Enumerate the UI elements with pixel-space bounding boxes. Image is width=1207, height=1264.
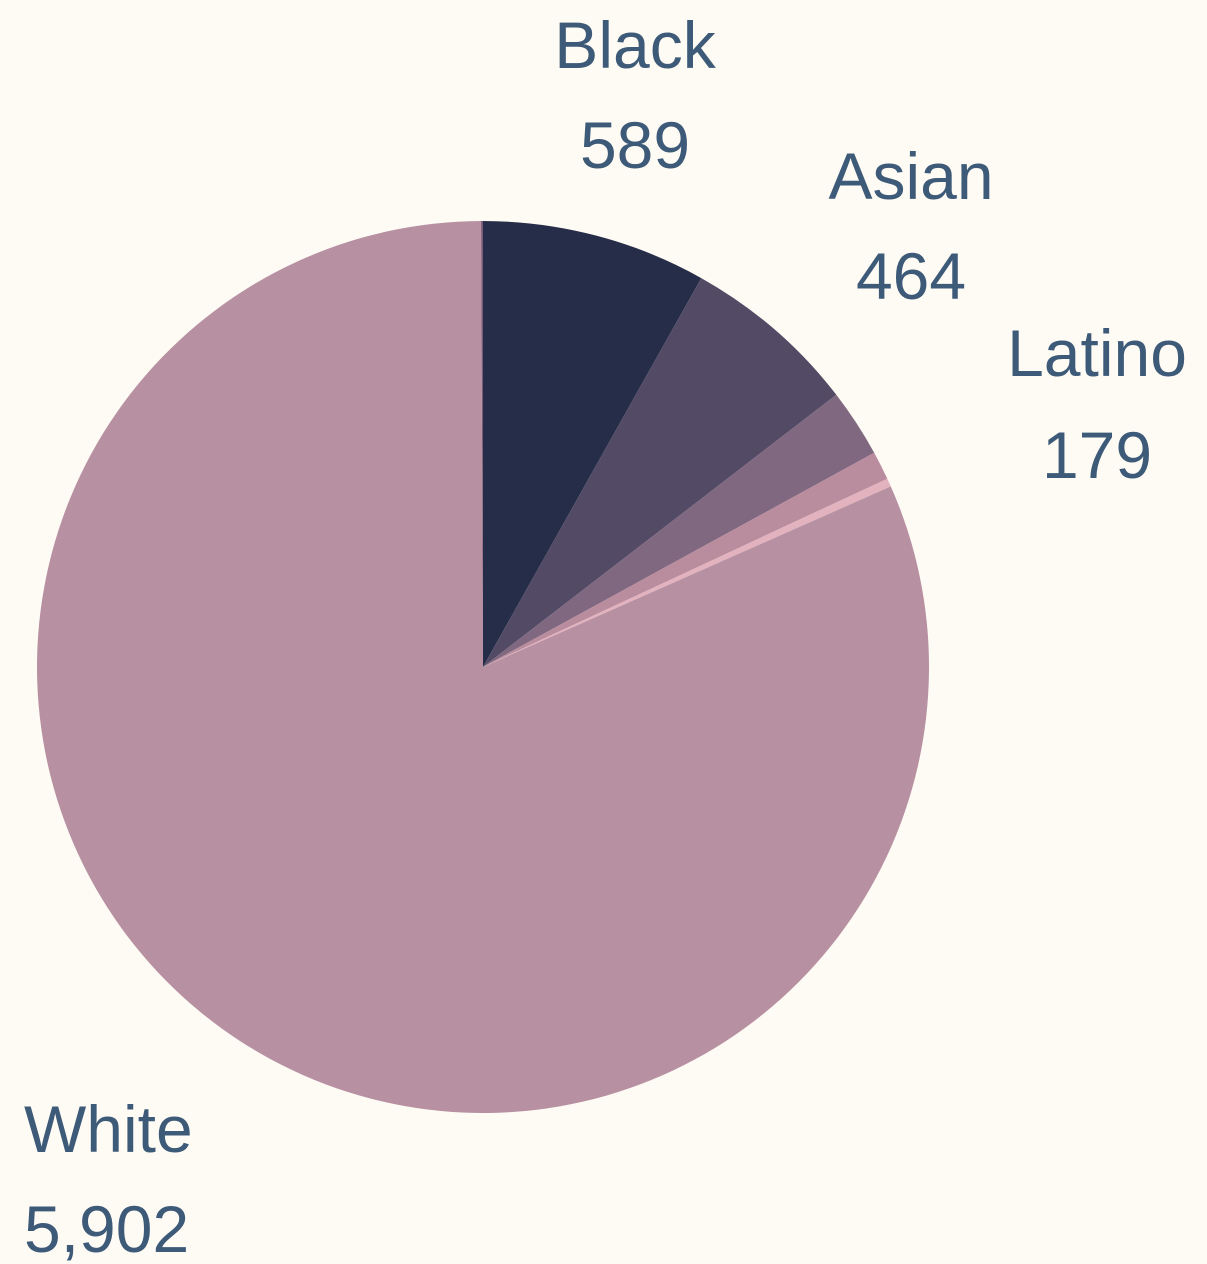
slice-label-black: Black (554, 8, 716, 82)
pie-slice-unlabeled-3 (483, 452, 888, 667)
slice-value-white: 5,902 (24, 1192, 189, 1264)
pie-slice-asian (483, 278, 837, 667)
pie-slice-latino (483, 394, 875, 667)
slice-label-latino: Latino (1007, 316, 1187, 390)
pie-slice-unlabeled-6 (481, 220, 483, 667)
pie-slice-white (37, 221, 930, 1113)
slice-label-asian: Asian (828, 139, 993, 213)
pie-slice-black (483, 221, 702, 667)
pie-slice-unlabeled-4 (483, 478, 891, 667)
slice-value-asian: 464 (856, 239, 966, 313)
slice-label-white: White (24, 1092, 193, 1166)
slice-value-latino: 179 (1042, 418, 1152, 492)
pie-slices (37, 220, 930, 1113)
slice-value-black: 589 (580, 108, 690, 182)
